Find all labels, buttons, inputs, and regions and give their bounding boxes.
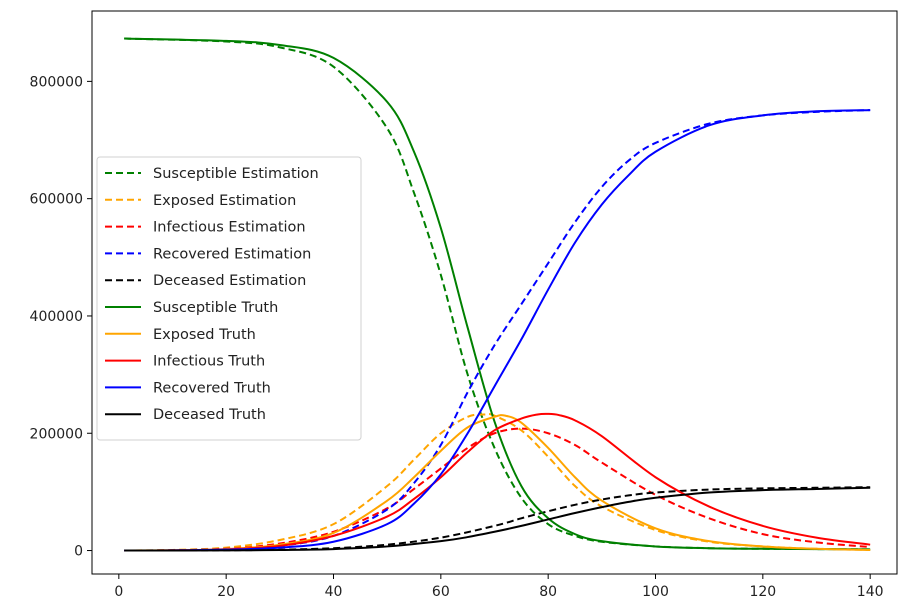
x-tick-label: 80 bbox=[539, 584, 557, 600]
series-layer bbox=[124, 37, 871, 552]
series-line-exposed-truth bbox=[124, 414, 871, 552]
legend-label: Deceased Truth bbox=[153, 407, 266, 423]
x-tick-label: 120 bbox=[749, 584, 776, 600]
series-line-infectious-estimation bbox=[124, 427, 871, 552]
legend-label: Deceased Estimation bbox=[153, 273, 306, 289]
legend-label: Susceptible Truth bbox=[153, 300, 278, 316]
x-tick-label: 20 bbox=[217, 584, 235, 600]
x-tick-label: 140 bbox=[857, 584, 884, 600]
legend-label: Recovered Truth bbox=[153, 380, 271, 396]
legend-label: Infectious Estimation bbox=[153, 220, 306, 236]
plot-frame bbox=[91, 10, 898, 575]
x-tick-label: 60 bbox=[432, 584, 450, 600]
series-line-recovered-truth bbox=[124, 109, 871, 552]
x-tick-label: 0 bbox=[114, 584, 123, 600]
y-tick-label: 200000 bbox=[30, 426, 83, 442]
y-axis-ticks: 0 200000 400000 600000 800000 bbox=[30, 74, 92, 560]
y-tick-label: 600000 bbox=[30, 192, 83, 208]
x-tick-label: 40 bbox=[325, 584, 343, 600]
legend-label: Infectious Truth bbox=[153, 354, 265, 370]
legend-label: Exposed Estimation bbox=[153, 193, 296, 209]
series-line-deceased-truth bbox=[124, 486, 871, 552]
y-tick-label: 800000 bbox=[30, 74, 83, 90]
series-line-susceptible-truth bbox=[124, 37, 871, 551]
legend-label: Susceptible Estimation bbox=[153, 166, 319, 182]
x-axis-ticks: 0 20 40 60 80 100 120 140 bbox=[114, 574, 884, 600]
y-tick-label: 400000 bbox=[30, 309, 83, 325]
legend-frame bbox=[96, 156, 362, 441]
y-tick-label: 0 bbox=[74, 544, 83, 560]
legend-label: Exposed Truth bbox=[153, 327, 256, 343]
x-tick-label: 100 bbox=[642, 584, 669, 600]
series-line-infectious-truth bbox=[124, 412, 871, 552]
legend-label: Recovered Estimation bbox=[153, 246, 311, 262]
legend: Susceptible Estimation Exposed Estimation… bbox=[96, 156, 362, 441]
